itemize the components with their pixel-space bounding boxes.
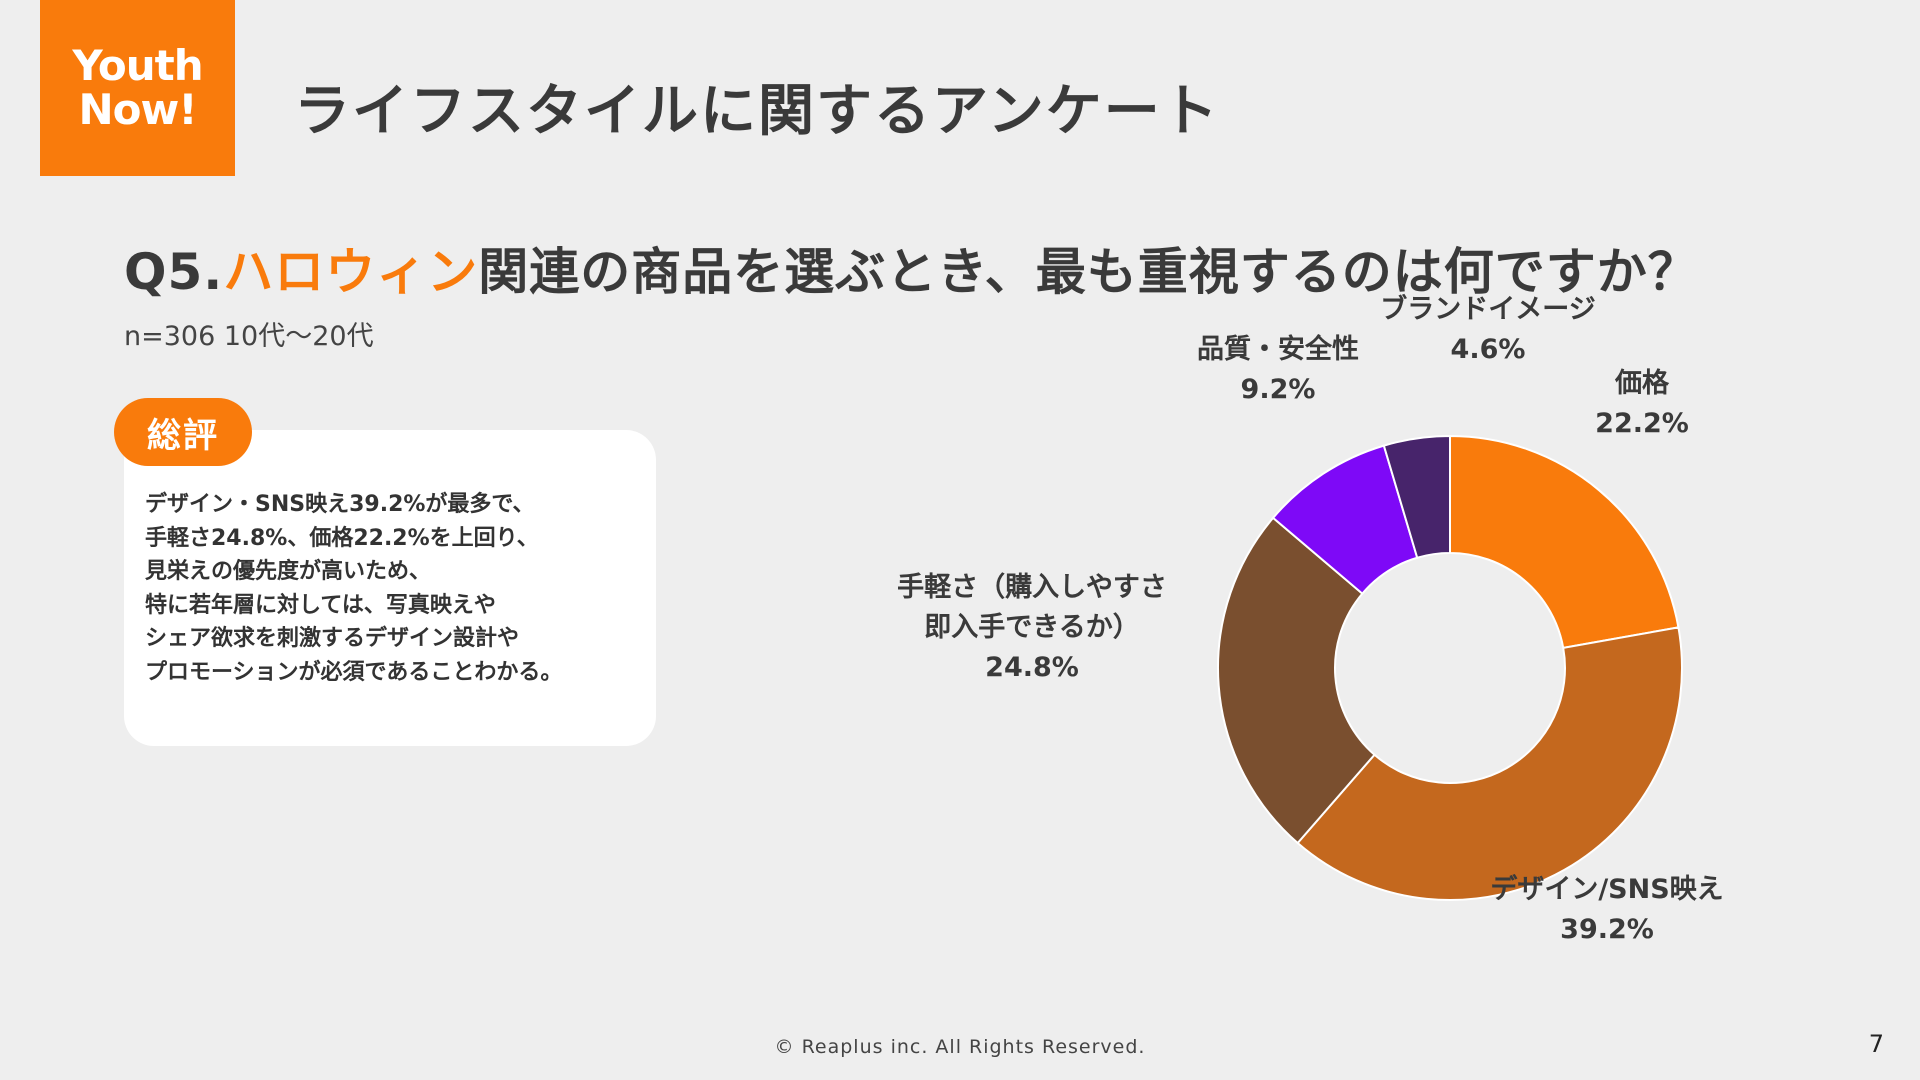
slice-label-name: デザイン/SNS映え (1490, 874, 1724, 905)
question-suffix: 関連の商品を選ぶとき、最も重視するのは何ですか？ (478, 243, 1699, 301)
slice-value-label: 22.2% (1595, 408, 1689, 439)
donut-slice (1296, 626, 1683, 901)
page-title: ライフスタイルに関するアンケート (294, 79, 1220, 144)
slice-label-name: 価格 (1614, 368, 1669, 399)
slice-value-label: 4.6% (1450, 334, 1526, 365)
slice-value-label: 9.2% (1240, 374, 1316, 405)
summary-line: シェア欲求を刺激するデザイン設計や (145, 626, 520, 651)
logo-line-1: Youth (72, 41, 203, 90)
slice-label: 価格 22.2% (1595, 364, 1689, 444)
slice-label: 手軽さ（購入しやすさ 即入手できるか） 24.8% (897, 568, 1167, 688)
slice-label-name: ブランドイメージ (1380, 294, 1596, 325)
slice-value-label: 39.2% (1560, 914, 1654, 945)
summary-line: 特に若年層に対しては、写真映えや (145, 592, 496, 618)
donut-slice (1217, 516, 1376, 845)
summary-line: 手軽さ24.8%、価格22.2%を上回り、 (145, 525, 539, 551)
slice-label: ブランドイメージ 4.6% (1380, 290, 1595, 370)
summary-badge: 総評 (114, 398, 252, 466)
donut-slice (1449, 434, 1680, 650)
logo-line-2: Now! (78, 85, 198, 134)
slice-label: 品質・安全性 9.2% (1197, 330, 1359, 410)
donut-slice (1382, 434, 1451, 560)
summary-line: プロモーションが必須であることわかる。 (145, 659, 563, 685)
question-prefix: Q5. (124, 243, 224, 301)
slice-label-name: 即入手できるか） (924, 612, 1140, 643)
brand-logo: Youth Now! (40, 0, 235, 176)
summary-line: 見栄えの優先度が高いため、 (145, 559, 432, 584)
question-heading: Q5.ハロウィン関連の商品を選ぶとき、最も重視するのは何ですか？ (124, 232, 1699, 304)
slice-label-name: 手軽さ（購入しやすさ (897, 572, 1167, 603)
slice-value-label: 24.8% (985, 652, 1079, 683)
summary-line: デザイン・SNS映え39.2%が最多で、 (145, 492, 535, 517)
summary-box: デザイン・SNS映え39.2%が最多で、 手軽さ24.8%、価格22.2%を上回… (124, 430, 656, 746)
slice-label: デザイン/SNS映え 39.2% (1490, 870, 1723, 950)
slice-label-name: 品質・安全性 (1197, 334, 1359, 365)
page-number: 7 (1868, 1030, 1884, 1058)
sample-size-note: n=306 10代〜20代 (124, 321, 374, 352)
copyright-footer: © Reaplus inc. All Rights Reserved. (774, 1036, 1146, 1058)
question-highlight: ハロウィン (223, 243, 479, 301)
